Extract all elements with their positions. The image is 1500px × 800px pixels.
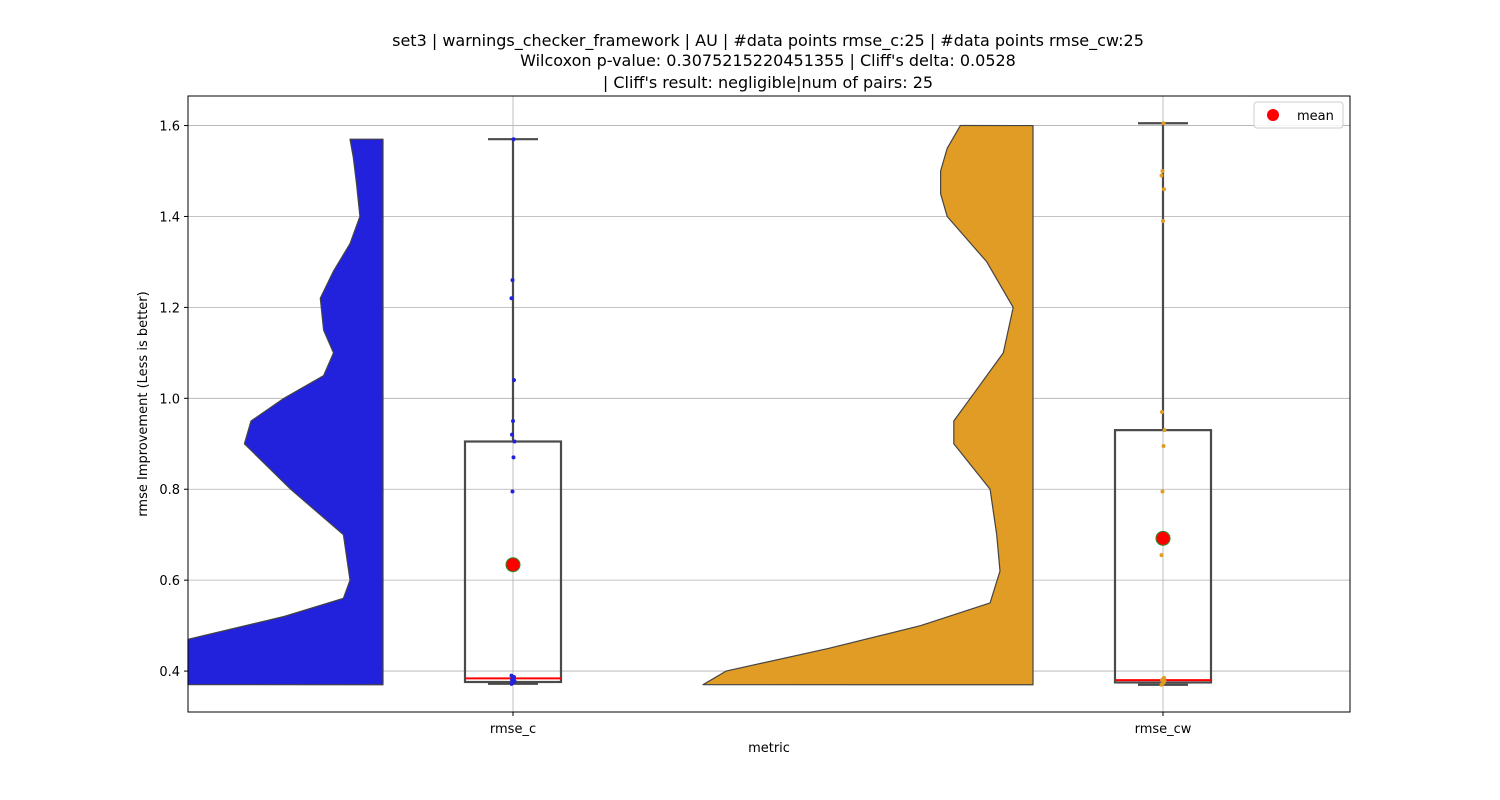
data-point-rmse_c [511, 419, 515, 424]
data-point-rmse_cw [1161, 121, 1166, 126]
data-point-rmse_cw [1159, 173, 1164, 178]
legend-box [1253, 101, 1344, 129]
y-tick-label: 0.6 [159, 574, 180, 589]
mean-marker-rmse_c [505, 557, 521, 573]
data-point-rmse_c [509, 673, 514, 678]
y-tick-label: 0.4 [159, 665, 180, 680]
data-point-rmse_cw [1161, 219, 1165, 224]
title-line-2: Wilcoxon p-value: 0.3075215220451355 | C… [520, 51, 1016, 70]
data-point-rmse_cw [1161, 444, 1166, 449]
y-axis-ticks: 0.4 0.6 0.8 1.0 1.2 1.4 1.6 [159, 120, 188, 680]
data-point-rmse_cw [1162, 187, 1166, 192]
legend-mean-marker [1267, 109, 1279, 121]
violin-rmse_cw [702, 124, 1034, 686]
strip-points [509, 121, 1167, 687]
data-point-rmse_c [512, 439, 517, 444]
x-tick-label: rmse_c [490, 722, 536, 737]
violin-rmse_c [187, 138, 384, 686]
title-line-1: set3 | warnings_checker_framework | AU |… [392, 31, 1144, 51]
data-point-rmse_cw [1159, 553, 1164, 558]
data-point-rmse_c [509, 296, 514, 301]
data-point-rmse_c [510, 432, 514, 437]
chart-title: set3 | warnings_checker_framework | AU |… [392, 31, 1144, 92]
legend: mean [1253, 101, 1344, 129]
boxplots [463, 122, 1213, 686]
data-point-rmse_cw [1160, 169, 1165, 174]
data-point-rmse_cw [1160, 409, 1164, 414]
y-tick-label: 1.2 [159, 301, 180, 316]
legend-mean-label: mean [1297, 109, 1334, 124]
mean-marker-rmse_cw [1155, 530, 1171, 546]
y-axis-label: rmse Improvement (Less is better) [136, 291, 151, 516]
title-line-3: | Cliff's result: negligible|num of pair… [603, 73, 933, 92]
data-point-rmse_c [510, 489, 515, 494]
mean-markers [505, 530, 1171, 573]
x-tick-label: rmse_cw [1135, 722, 1192, 737]
data-point-rmse_cw [1162, 428, 1167, 433]
violins [187, 124, 1034, 686]
data-point-rmse_c [511, 455, 516, 460]
data-point-rmse_cw [1160, 489, 1165, 494]
data-point-rmse_c [511, 137, 516, 142]
plot-frame [187, 95, 1351, 713]
y-tick-label: 0.8 [159, 483, 180, 498]
x-axis-label: metric [748, 741, 790, 756]
y-tick-label: 1.4 [159, 210, 180, 225]
y-tick-label: 1.0 [159, 392, 180, 407]
y-tick-label: 1.6 [159, 120, 180, 135]
x-axis-ticks: rmse_c rmse_cw [490, 712, 1192, 737]
data-point-rmse_c [510, 278, 515, 283]
data-point-rmse_c [512, 378, 516, 383]
data-point-rmse_cw [1162, 675, 1166, 680]
